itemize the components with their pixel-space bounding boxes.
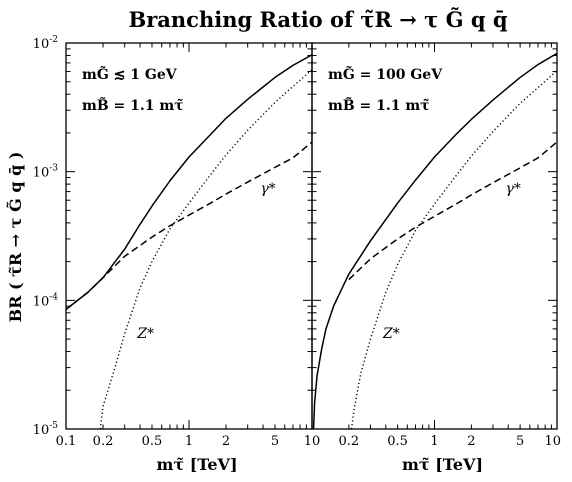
series-dotted-line [99,69,312,429]
x-tick-label: 0.5 [387,434,408,449]
series-solid-line [66,54,312,311]
series-label-z: Z* [382,326,400,342]
y-tick-label: 10-2 [33,35,58,52]
x-tick-label: 5 [271,434,279,449]
y-tick-label: 10-5 [33,421,59,438]
x-axis-label: mτ̃ [TeV] [156,455,237,474]
chart-title: Branching Ratio of τ̃R → τ G̃ q q̄ [128,7,507,32]
panel-annotation: mB̃ = 1.1 mτ̃ [328,96,430,114]
y-axis-label: BR ( τ̃R → τ G̃ q q̄ ) [6,152,25,323]
x-tick-label: 1 [430,434,438,449]
series-label-photon: γ* [506,181,521,197]
x-tick-label: 1 [185,434,193,449]
x-tick-label: 10 [544,434,561,449]
x-tick-label: 0.2 [93,434,114,449]
panel-1: 0.1 0.2 0.5 1 2 5 10 mτ̃ [TeV] mG̃ ≲ 1 GeV mB̃ = … [56,42,321,474]
series-solid-line [312,52,557,429]
series-dashed-line [66,141,312,311]
x-tick-label: 2 [222,434,230,449]
x-tick-label: 2 [467,434,475,449]
x-tick-label: 0.5 [142,434,163,449]
x-axis-label: mτ̃ [TeV] [402,455,483,474]
x-tick-label: 0.1 [56,434,77,449]
x-tick-label: 5 [516,434,524,449]
series-dashed-line [348,141,557,281]
panel-annotation: mG̃ = 100 GeV [328,65,443,83]
y-tick-label: 10-4 [33,292,59,309]
panel-annotation: mB̃ = 1.1 mτ̃ [82,96,184,114]
x-tick-label: 10 [304,434,321,449]
panel-2: 0.2 0.5 1 2 5 10 mτ̃ [TeV] mG̃ = 100 GeV mB̃ = 1… [311,42,561,474]
y-tick-label: 10-3 [33,164,59,181]
series-label-photon: γ* [260,181,275,197]
x-tick-label: 0.2 [339,434,360,449]
panel-annotation: mG̃ ≲ 1 GeV [82,65,178,83]
series-label-z: Z* [136,326,154,342]
